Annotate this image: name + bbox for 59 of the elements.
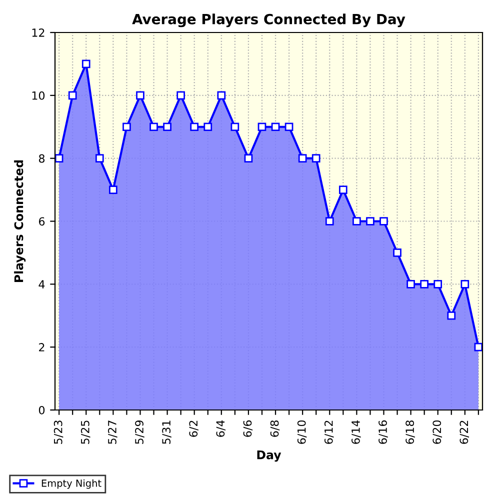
- x-tick-label: 5/29: [135, 420, 144, 444]
- point: [244, 154, 253, 162]
- point: [406, 280, 415, 288]
- x-tick-label: 5/25: [80, 420, 90, 444]
- point: [420, 280, 428, 288]
- point: [460, 280, 470, 288]
- x-tick-label: 6/10: [297, 420, 307, 444]
- point: [136, 91, 144, 100]
- point: [163, 122, 172, 132]
- point: [217, 91, 226, 100]
- x-tick-label: 6/2: [189, 420, 198, 437]
- point: [122, 122, 131, 132]
- point: [284, 122, 294, 132]
- point: [176, 91, 185, 100]
- legend-label: Empty Night: [42, 479, 102, 489]
- y-tick-label: 8: [38, 154, 45, 163]
- point: [474, 342, 482, 352]
- y-tick-label: 0: [38, 406, 45, 414]
- point: [312, 154, 320, 162]
- point: [204, 122, 212, 132]
- point: [325, 217, 334, 226]
- x-tick-label: 6/16: [378, 420, 388, 444]
- point: [393, 248, 402, 257]
- point: [338, 186, 348, 194]
- x-tick-label: 6/22: [460, 420, 470, 444]
- point: [82, 60, 90, 68]
- x-tick-label: 5/27: [108, 420, 118, 444]
- y-tick-label: 4: [38, 280, 45, 288]
- x-tick-label: 5/31: [162, 420, 172, 444]
- point: [447, 311, 456, 320]
- point: [366, 217, 374, 226]
- y-axis-title: Players Connected: [14, 160, 26, 282]
- point: [352, 217, 361, 226]
- y-tick-label: 6: [38, 217, 45, 226]
- x-tick-label: 6/18: [406, 420, 415, 444]
- x-tick-label: 6/20: [432, 420, 442, 444]
- x-tick-label: 6/14: [352, 420, 361, 444]
- point: [109, 186, 118, 194]
- point: [434, 280, 442, 288]
- x-axis-title: Day: [257, 450, 282, 462]
- point: [95, 154, 104, 162]
- x-tick-label: 6/6: [243, 420, 253, 437]
- y-tick-label: 2: [39, 343, 44, 352]
- point: [298, 154, 307, 162]
- x-tick-label: 6/12: [324, 420, 334, 444]
- point: [230, 122, 240, 132]
- point: [190, 122, 199, 132]
- point: [271, 122, 280, 132]
- point: [55, 154, 64, 162]
- x-tick-label: 5/23: [54, 420, 64, 444]
- point: [380, 217, 388, 226]
- x-tick-label: 6/4: [216, 420, 226, 437]
- y-tick-label: 10: [32, 91, 45, 100]
- point: [258, 122, 266, 132]
- point: [68, 91, 77, 100]
- y-tick-label: 12: [32, 28, 44, 37]
- chart-title: Average Players Connected By Day: [132, 14, 406, 28]
- point: [150, 122, 158, 132]
- x-tick-label: 6/8: [270, 420, 280, 437]
